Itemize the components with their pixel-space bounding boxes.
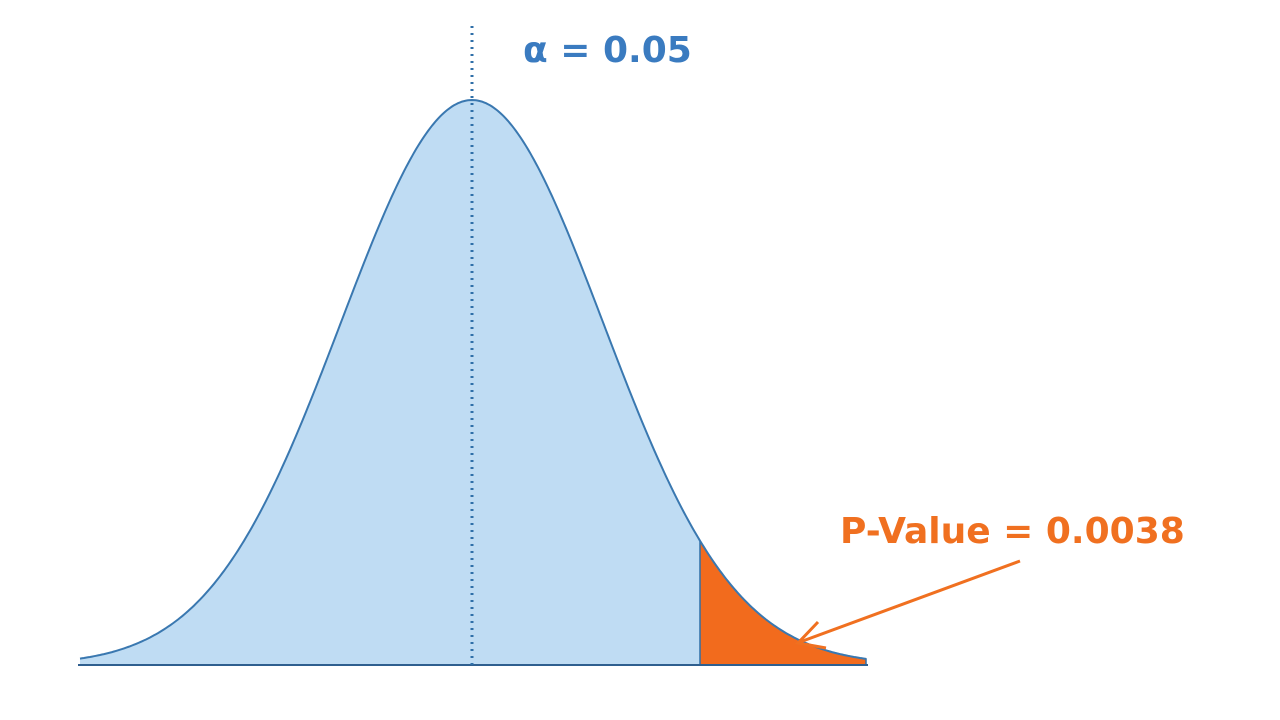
alpha-label: α = 0.05 bbox=[523, 30, 692, 71]
distribution-area bbox=[80, 100, 866, 665]
arrow-head bbox=[794, 620, 827, 650]
p-value-region bbox=[699, 538, 867, 666]
p-value-label: P-Value = 0.0038 bbox=[840, 511, 1185, 552]
arrow-shaft bbox=[799, 559, 1021, 644]
distribution-curve bbox=[79, 98, 867, 660]
